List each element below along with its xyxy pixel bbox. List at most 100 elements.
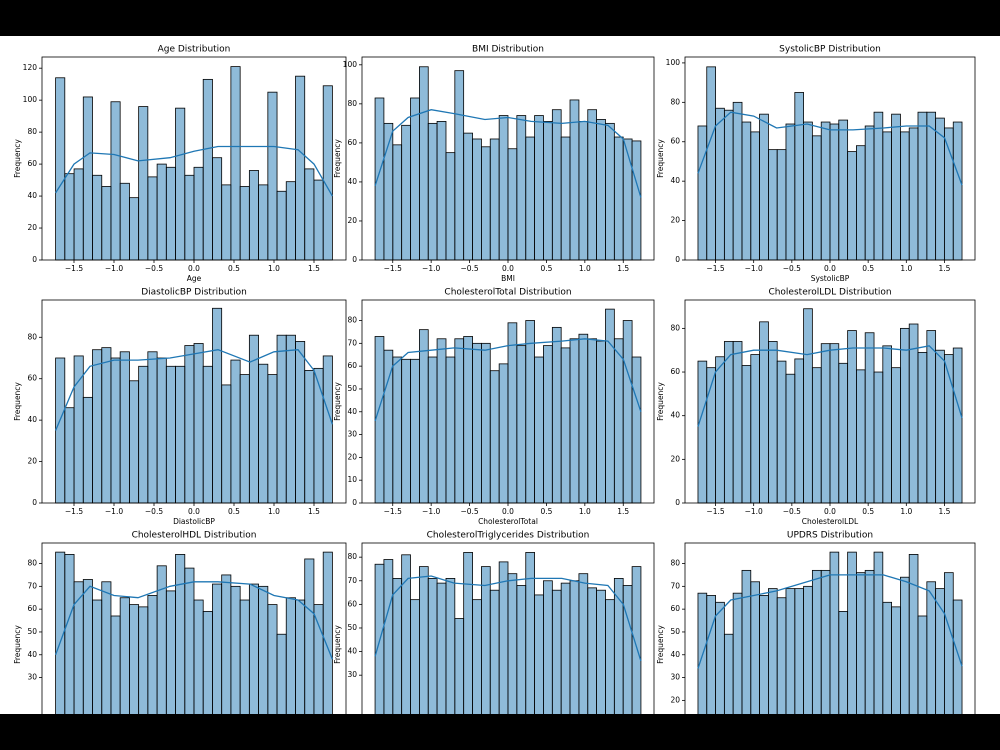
histogram-bar bbox=[202, 365, 213, 504]
histogram-bar bbox=[622, 138, 633, 261]
top-bar bbox=[0, 0, 1000, 36]
x-tick-label: −1.0 bbox=[422, 264, 440, 273]
histogram-bar bbox=[156, 357, 167, 504]
y-tick-label: 60 bbox=[347, 361, 357, 370]
histogram-bar bbox=[864, 332, 875, 504]
histogram-bar bbox=[908, 323, 919, 504]
x-tick-label: −1.5 bbox=[65, 507, 83, 516]
histogram-bar bbox=[900, 327, 910, 504]
panel-title: UPDRS Distribution bbox=[787, 531, 873, 541]
histogram-bar bbox=[596, 119, 606, 261]
x-tick-label: −0.5 bbox=[783, 264, 801, 273]
histogram-bar bbox=[613, 136, 624, 261]
x-tick-label: 0.0 bbox=[502, 507, 514, 516]
histogram-bar bbox=[917, 351, 928, 504]
histogram-bar bbox=[873, 111, 884, 261]
histogram-bar bbox=[697, 125, 708, 261]
y-tick-label: 120 bbox=[23, 63, 38, 72]
histogram-bar bbox=[119, 351, 130, 504]
y-tick-label: 80 bbox=[670, 323, 680, 332]
histogram-bar bbox=[587, 109, 597, 261]
histogram-bar bbox=[723, 341, 734, 504]
histogram-bar bbox=[184, 345, 195, 504]
x-axis-label: DiastolicBP bbox=[173, 517, 215, 526]
histogram-bar bbox=[838, 119, 849, 261]
histogram-bar bbox=[427, 356, 438, 504]
histogram-bar bbox=[175, 365, 186, 504]
x-axis-label: BMI bbox=[501, 274, 515, 283]
histogram-bar bbox=[631, 356, 642, 504]
y-tick-label: 30 bbox=[27, 673, 37, 682]
histogram-bar bbox=[732, 101, 743, 261]
y-tick-label: 40 bbox=[27, 415, 37, 424]
histogram-bar bbox=[221, 184, 232, 261]
histogram-bar bbox=[891, 113, 901, 261]
histogram-bar bbox=[750, 354, 760, 504]
y-tick-label: 20 bbox=[670, 216, 680, 225]
histogram-bar bbox=[534, 356, 544, 504]
histogram-bar bbox=[436, 121, 447, 261]
histogram-bar bbox=[147, 176, 158, 261]
histogram-bar bbox=[829, 343, 840, 504]
x-tick-label: −0.5 bbox=[145, 507, 163, 516]
histogram-bar bbox=[445, 152, 456, 261]
histogram-bar bbox=[230, 359, 241, 504]
histogram-bar bbox=[864, 125, 875, 261]
y-tick-label: 40 bbox=[27, 650, 37, 659]
x-tick-label: −1.5 bbox=[384, 507, 402, 516]
histogram-bar bbox=[543, 345, 553, 504]
kde-line bbox=[55, 349, 334, 431]
histogram-bar bbox=[935, 117, 945, 261]
histogram-bar bbox=[73, 355, 84, 504]
kde-line bbox=[374, 575, 642, 662]
histogram-bar bbox=[741, 121, 752, 261]
y-tick-label: 40 bbox=[27, 191, 37, 200]
bottom-bar bbox=[0, 714, 1000, 750]
histogram-bar bbox=[110, 357, 121, 504]
histogram-bar bbox=[138, 365, 149, 504]
y-tick-label: 70 bbox=[670, 581, 680, 590]
x-tick-label: 1.0 bbox=[579, 264, 591, 273]
histogram-bar bbox=[507, 148, 518, 261]
histogram-bar bbox=[64, 173, 75, 261]
histogram-bar bbox=[785, 373, 796, 504]
x-tick-label: 0.5 bbox=[862, 264, 874, 273]
histogram-bar bbox=[445, 356, 456, 504]
panel: CholesterolTriglycerides Distribution 30 4… bbox=[333, 531, 655, 747]
histogram-bar bbox=[489, 370, 500, 504]
histogram-bar bbox=[935, 349, 945, 504]
x-tick-label: 0.0 bbox=[188, 264, 200, 273]
histogram-bar bbox=[569, 338, 580, 504]
histogram-bar bbox=[419, 66, 429, 261]
histogram-bar bbox=[917, 111, 928, 261]
y-tick-label: 0 bbox=[352, 498, 357, 507]
y-tick-label: 50 bbox=[347, 384, 357, 393]
x-tick-label: 1.0 bbox=[579, 507, 591, 516]
histogram-bar bbox=[248, 170, 259, 261]
histogram-bar bbox=[374, 97, 385, 261]
histogram-bar bbox=[454, 70, 465, 261]
kde-line bbox=[697, 111, 963, 186]
y-axis-label: Frequency bbox=[333, 625, 342, 664]
y-axis-label: Frequency bbox=[13, 625, 22, 664]
x-tick-label: 1.0 bbox=[900, 507, 912, 516]
panel-title: CholesterolLDL Distribution bbox=[768, 288, 891, 298]
histogram-bar bbox=[498, 363, 509, 504]
histogram-bar bbox=[829, 123, 840, 261]
x-tick-label: −0.5 bbox=[460, 264, 478, 273]
y-tick-label: 60 bbox=[347, 138, 357, 147]
y-tick-label: 100 bbox=[23, 95, 38, 104]
y-tick-label: 40 bbox=[670, 176, 680, 185]
y-tick-label: 60 bbox=[347, 599, 357, 608]
histogram-bar bbox=[304, 168, 315, 261]
panel-title: SystolicBP Distribution bbox=[779, 45, 881, 55]
histogram-bar bbox=[276, 334, 287, 504]
histogram-bar bbox=[750, 131, 760, 261]
histogram-bar bbox=[295, 75, 306, 261]
y-tick-label: 50 bbox=[347, 623, 357, 632]
y-tick-label: 60 bbox=[670, 604, 680, 613]
histogram-bar bbox=[55, 77, 66, 261]
histogram-bar bbox=[613, 338, 624, 504]
y-tick-label: 20 bbox=[347, 216, 357, 225]
histogram-bar bbox=[383, 349, 394, 504]
